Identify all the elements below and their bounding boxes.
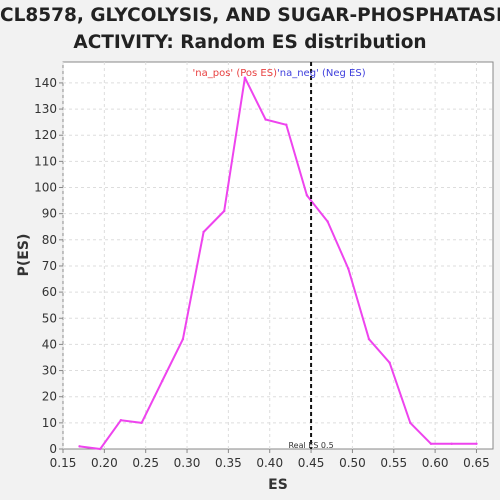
y-tick-label: 90 [42,207,57,221]
y-tick-label: 60 [42,285,57,299]
x-tick-label: 0.25 [132,456,159,470]
x-tick-label: 0.35 [215,456,242,470]
y-tick-label: 140 [34,76,57,90]
series-point [223,209,226,213]
series-point [140,421,143,425]
series-point [119,419,123,422]
x-tick-label: 0.40 [256,456,283,470]
y-tick-label: 80 [42,233,57,247]
y-tick-label: 0 [49,442,57,456]
x-tick-label: 0.30 [174,456,201,470]
series-point [161,379,164,383]
y-tick-label: 130 [34,102,57,116]
x-tick-label: 0.65 [463,456,490,470]
y-tick-label: 70 [42,259,57,273]
x-tick-label: 0.20 [91,456,118,470]
y-axis-label: P(ES) [16,234,32,277]
series-point [243,76,247,79]
plot-area [62,61,494,450]
grid-lines [62,62,493,449]
y-tick-label: 100 [34,181,57,195]
y-tick-label: 110 [34,154,57,168]
series-point [475,442,478,445]
x-tick-label: 0.55 [380,456,407,470]
series-point [264,118,267,121]
series-point [367,337,371,341]
x-tick-label: 0.60 [422,456,449,470]
y-tick-label: 40 [42,337,57,351]
y-tick-label: 20 [42,390,57,404]
series-point [450,442,453,445]
series-point [78,445,81,448]
y-tick-label: 10 [42,416,57,430]
series-point [326,220,329,223]
real-es-layer: Real ES 0.5 [288,62,334,450]
random-es-series-line [79,76,477,450]
chart-title-line-1: CL8578, GLYCOLYSIS, AND SUGAR-PHOSPHATAS… [0,5,500,26]
series-point [181,337,185,341]
axes: 0 10 20 30 40 50 60 70 80 90 100 110 120 130 140 0.15 0.… [34,76,490,470]
x-tick-label: 0.45 [298,456,325,470]
y-tick-label: 30 [42,364,57,378]
y-tick-label: 120 [34,128,57,142]
neg-es-annotation: 'na_neg' (Neg ES) [277,68,366,79]
series-point [429,442,433,445]
series-point [347,267,350,270]
real-es-label: Real ES 0.5 [288,441,333,450]
x-tick-label: 0.50 [339,456,366,470]
series-point [305,194,309,197]
y-tick-label: 50 [42,311,57,325]
x-axis-label: ES [268,477,288,493]
x-tick-label: 0.15 [50,456,77,470]
series-point [99,447,102,451]
series-layer [78,76,478,451]
series-point [388,361,391,364]
series-point [409,421,412,425]
pos-es-annotation: 'na_pos' (Pos ES) [193,68,278,79]
chart-title: CL8578, GLYCOLYSIS, AND SUGAR-PHOSPHATAS… [0,2,500,56]
series-point [202,230,205,234]
chart-title-line-2: ACTIVITY: Random ES distribution [73,32,427,53]
series-point [285,123,288,126]
